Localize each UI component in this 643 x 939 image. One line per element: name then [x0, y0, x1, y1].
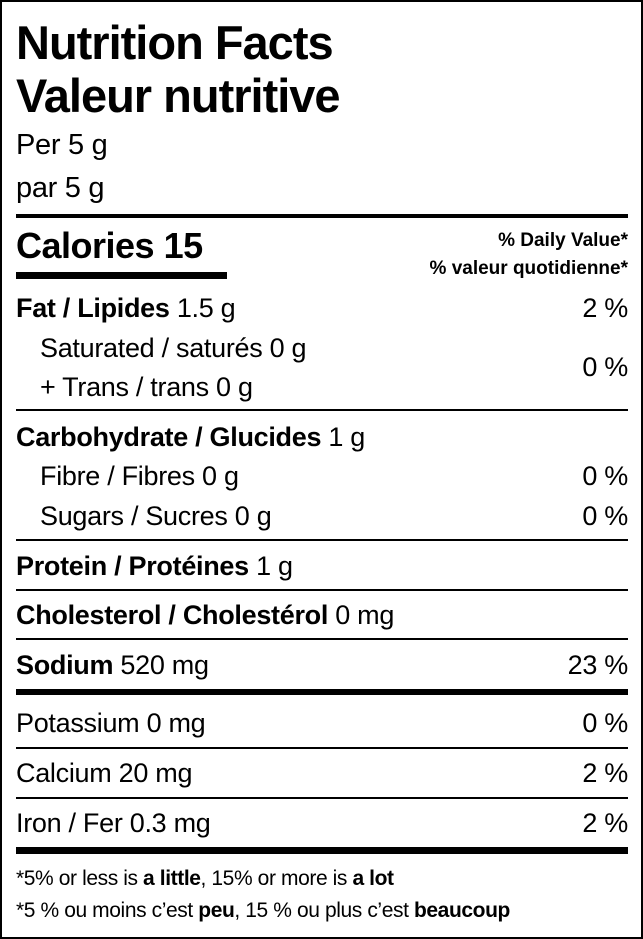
iron-dv: 2 % [582, 808, 628, 838]
sat-trans-dv: 0 % [582, 352, 628, 382]
thick-divider [16, 689, 628, 695]
fibre-amount: 0 g [202, 461, 239, 491]
thick-divider [16, 847, 628, 854]
calcium-label: Calcium [16, 758, 112, 788]
saturated-amount: 0 g [269, 333, 307, 363]
sodium-label: Sodium [16, 650, 114, 680]
thick-divider [16, 214, 628, 218]
calories: Calories 15 [16, 226, 203, 266]
carbohydrate-amount: 1 g [328, 422, 366, 452]
cholesterol-amount: 0 mg [335, 600, 395, 630]
footnote-bold: a lot [352, 867, 394, 890]
footnote-en: *5% or less is a little, 15% or more is … [16, 866, 394, 892]
divider [16, 409, 628, 411]
sodium-amount: 520 mg [120, 650, 209, 680]
fat-label: Fat / Lipides [16, 293, 170, 323]
calcium-amount: 20 mg [118, 758, 193, 788]
daily-value-header-en: % Daily Value* [498, 230, 628, 251]
row-iron: Iron / Fer 0.3 mg [16, 805, 211, 841]
footnote-text: *5% or less is [16, 867, 144, 890]
row-sodium: Sodium 520 mg [16, 647, 209, 683]
sugars-amount: 0 g [234, 501, 272, 531]
title-fr: Valeur nutritive [16, 69, 341, 122]
fibre-dv: 0 % [582, 461, 628, 491]
footnote-bold: peu [198, 899, 235, 922]
fat-dv: 2 % [582, 293, 628, 323]
fibre-label: Fibre / Fibres [40, 461, 195, 491]
footnote-bold: a little [143, 867, 201, 890]
row-sugars: Sugars / Sucres 0 g [40, 498, 272, 534]
fat-amount: 1.5 g [176, 293, 236, 323]
saturated-label: Saturated / saturés [40, 333, 263, 363]
potassium-dv: 0 % [582, 708, 628, 738]
carbohydrate-label: Carbohydrate / Glucides [16, 422, 322, 452]
daily-value-header-fr: % valeur quotidienne* [429, 258, 628, 279]
potassium-amount: 0 mg [146, 708, 206, 738]
protein-label: Protein / Protéines [16, 551, 249, 581]
divider [16, 539, 628, 541]
row-saturated: Saturated / saturés 0 g [40, 330, 307, 366]
footnote-text: *5 % ou moins c’est [16, 899, 199, 922]
row-protein: Protein / Protéines 1 g [16, 548, 293, 584]
sugars-label: Sugars / Sucres [40, 501, 228, 531]
calories-bar [16, 272, 227, 279]
sodium-dv: 23 % [567, 650, 629, 680]
footnote-text: , 15% or more is [200, 867, 353, 890]
sugars-dv: 0 % [582, 501, 628, 531]
iron-label: Iron / Fer [16, 808, 123, 838]
calories-label: Calories [16, 225, 155, 266]
divider [16, 638, 628, 640]
title-en: Nutrition Facts [16, 16, 334, 69]
divider [16, 747, 628, 749]
iron-amount: 0.3 mg [129, 808, 211, 838]
divider [16, 797, 628, 799]
cholesterol-label: Cholesterol / Cholestérol [16, 600, 329, 630]
row-carbohydrate: Carbohydrate / Glucides 1 g [16, 419, 365, 455]
serving-size-fr: par 5 g [16, 172, 105, 204]
row-trans: + Trans / trans 0 g [40, 369, 253, 405]
row-cholesterol: Cholesterol / Cholestérol 0 mg [16, 597, 394, 633]
row-fibre: Fibre / Fibres 0 g [40, 458, 239, 494]
row-potassium: Potassium 0 mg [16, 705, 206, 741]
footnote-bold: beaucoup [413, 899, 510, 922]
row-calcium: Calcium 20 mg [16, 755, 192, 791]
row-fat: Fat / Lipides 1.5 g [16, 290, 236, 326]
trans-label: + Trans / trans [40, 372, 209, 402]
divider [16, 589, 628, 591]
trans-amount: 0 g [216, 372, 253, 402]
protein-amount: 1 g [256, 551, 293, 581]
calcium-dv: 2 % [582, 758, 628, 788]
footnote-text: , 15 % ou plus c’est [234, 899, 414, 922]
potassium-label: Potassium [16, 708, 140, 738]
footnote-fr: *5 % ou moins c’est peu, 15 % ou plus c’… [16, 898, 510, 924]
serving-size-en: Per 5 g [16, 129, 108, 161]
calories-value: 15 [163, 225, 204, 266]
